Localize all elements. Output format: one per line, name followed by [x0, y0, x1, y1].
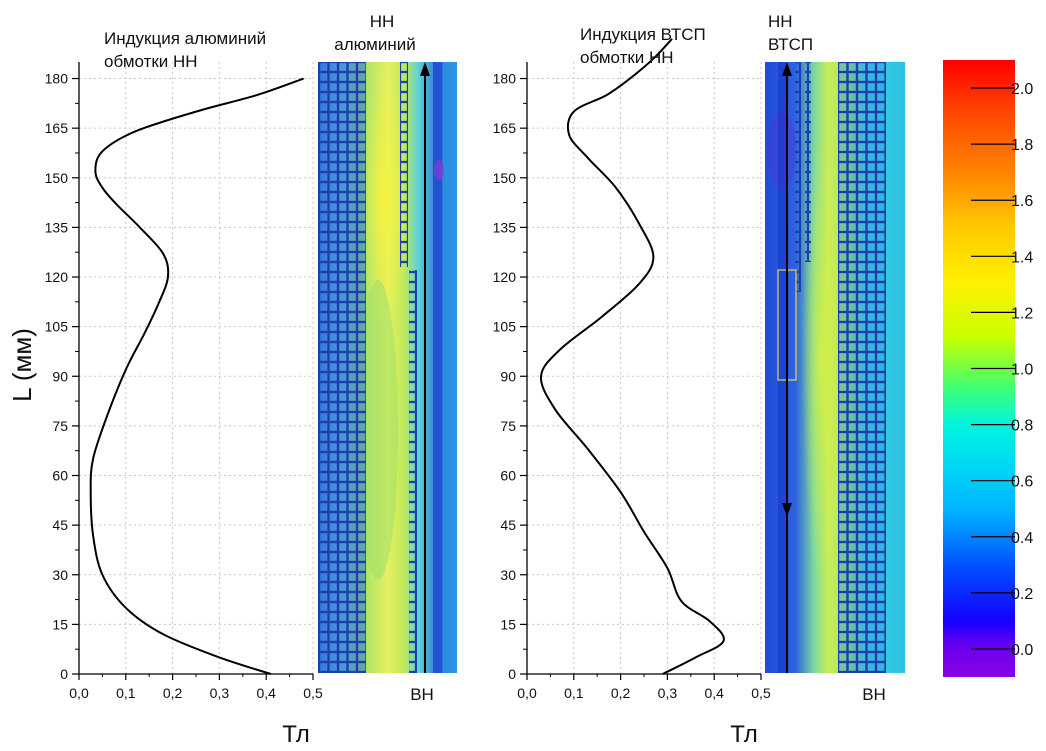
- right-axes: 0,0 0,1 0,2 0,3 0,4 0,5 0 15 30 45 60 75 90 105 120 135…: [493, 62, 771, 701]
- y-tick-label: 30: [500, 567, 516, 583]
- left-panel-top-label-line2: алюминий: [334, 35, 416, 54]
- colorbar-tick-label: 2.0: [1011, 81, 1033, 98]
- y-tick-label: 0: [60, 666, 68, 682]
- y-tick-label: 165: [493, 120, 517, 136]
- y-tick-label: 75: [52, 418, 68, 434]
- y-tick-label: 150: [45, 170, 69, 186]
- y-tick-label: 105: [45, 319, 69, 335]
- left-induction-chart: 0,0 0,1 0,2 0,3 0,4 0,5 0 15 30 45 60 75 90 105 120 135…: [7, 29, 323, 748]
- colorbar-tick-label: 1.4: [1011, 249, 1033, 266]
- x-tick-label: 0,1: [564, 685, 584, 701]
- y-tick-label: 15: [52, 616, 68, 632]
- left-chart-title-line2: обмотки НН: [104, 52, 198, 71]
- left-panel-top-label-line1: НН: [370, 12, 395, 31]
- left-panel-bottom-label: ВН: [410, 685, 434, 704]
- x-tick-label: 0,2: [163, 685, 183, 701]
- left-grid: [79, 62, 314, 674]
- colorbar-tick-label: 1.0: [1011, 362, 1033, 379]
- colorbar: 0.0 0.2 0.4 0.6 0.8 1.0 1.2 1.4 1.6 1.8 2.0: [943, 60, 1033, 677]
- y-tick-label: 135: [45, 219, 69, 235]
- left-axes: 0,0 0,1 0,2 0,3 0,4 0,5 0 15 30 45 60 75 90 105 120 135…: [45, 62, 323, 701]
- right-grid: [527, 62, 762, 674]
- colorbar-tick-label: 0.4: [1011, 530, 1033, 547]
- y-tick-label: 180: [45, 71, 69, 87]
- x-tick-label: 0,4: [704, 685, 724, 701]
- y-tick-label: 90: [500, 368, 516, 384]
- right-chart-title-line2: обмотки НН: [580, 48, 674, 67]
- y-tick-label: 180: [493, 71, 517, 87]
- x-tick-label: 0,0: [69, 685, 89, 701]
- x-tick-label: 0,0: [517, 685, 537, 701]
- y-axis-label: L (мм): [7, 328, 37, 402]
- y-tick-label: 15: [500, 616, 516, 632]
- y-tick-label: 105: [493, 319, 517, 335]
- right-x-axis-label: Тл: [730, 721, 758, 748]
- left-x-axis-label: Тл: [282, 721, 310, 748]
- colorbar-tick-label: 0.8: [1011, 418, 1033, 435]
- colorbar-tick-label: 1.8: [1011, 137, 1033, 154]
- y-tick-label: 90: [52, 368, 68, 384]
- colorbar-tick-label: 1.2: [1011, 305, 1033, 322]
- x-tick-label: 0,3: [658, 685, 678, 701]
- x-tick-label: 0,5: [751, 685, 771, 701]
- right-panel-top-label-line2: ВТСП: [768, 35, 813, 54]
- x-tick-label: 0,5: [303, 685, 323, 701]
- right-chart-title-line1: Индукция ВТСП: [580, 25, 706, 44]
- y-tick-label: 120: [493, 269, 517, 285]
- colorbar-tick-label: 0.6: [1011, 474, 1033, 491]
- y-tick-label: 75: [500, 418, 516, 434]
- colorbar-tick-label: 0.2: [1011, 586, 1033, 603]
- right-induction-curve: [540, 38, 725, 675]
- colorbar-tick-label: 0.0: [1011, 642, 1033, 659]
- colorbar-ticks: 0.0 0.2 0.4 0.6 0.8 1.0 1.2 1.4 1.6 1.8 2.0: [971, 81, 1033, 659]
- right-induction-chart: 0,0 0,1 0,2 0,3 0,4 0,5 0 15 30 45 60 75 90 105 120 135…: [493, 25, 771, 748]
- y-tick-label: 135: [493, 219, 517, 235]
- right-panel-bottom-label: ВН: [862, 685, 886, 704]
- x-tick-label: 0,2: [611, 685, 631, 701]
- x-tick-label: 0,1: [116, 685, 136, 701]
- y-tick-label: 30: [52, 567, 68, 583]
- y-tick-label: 60: [500, 468, 516, 484]
- y-tick-label: 45: [52, 517, 68, 533]
- left-field-map-panel: НН алюминий ВН: [318, 12, 457, 704]
- left-induction-curve: [89, 77, 304, 675]
- right-panel-top-label-line1: НН: [768, 12, 793, 31]
- y-tick-label: 120: [45, 269, 69, 285]
- x-tick-label: 0,4: [256, 685, 276, 701]
- y-tick-label: 45: [500, 517, 516, 533]
- right-field-map-panel: НН ВТСП ВН: [765, 12, 905, 704]
- y-tick-label: 165: [45, 120, 69, 136]
- y-tick-label: 60: [52, 468, 68, 484]
- y-tick-label: 0: [508, 666, 516, 682]
- y-tick-label: 150: [493, 170, 517, 186]
- left-chart-title-line1: Индукция алюминий: [104, 29, 266, 48]
- x-tick-label: 0,3: [210, 685, 230, 701]
- colorbar-tick-label: 1.6: [1011, 193, 1033, 210]
